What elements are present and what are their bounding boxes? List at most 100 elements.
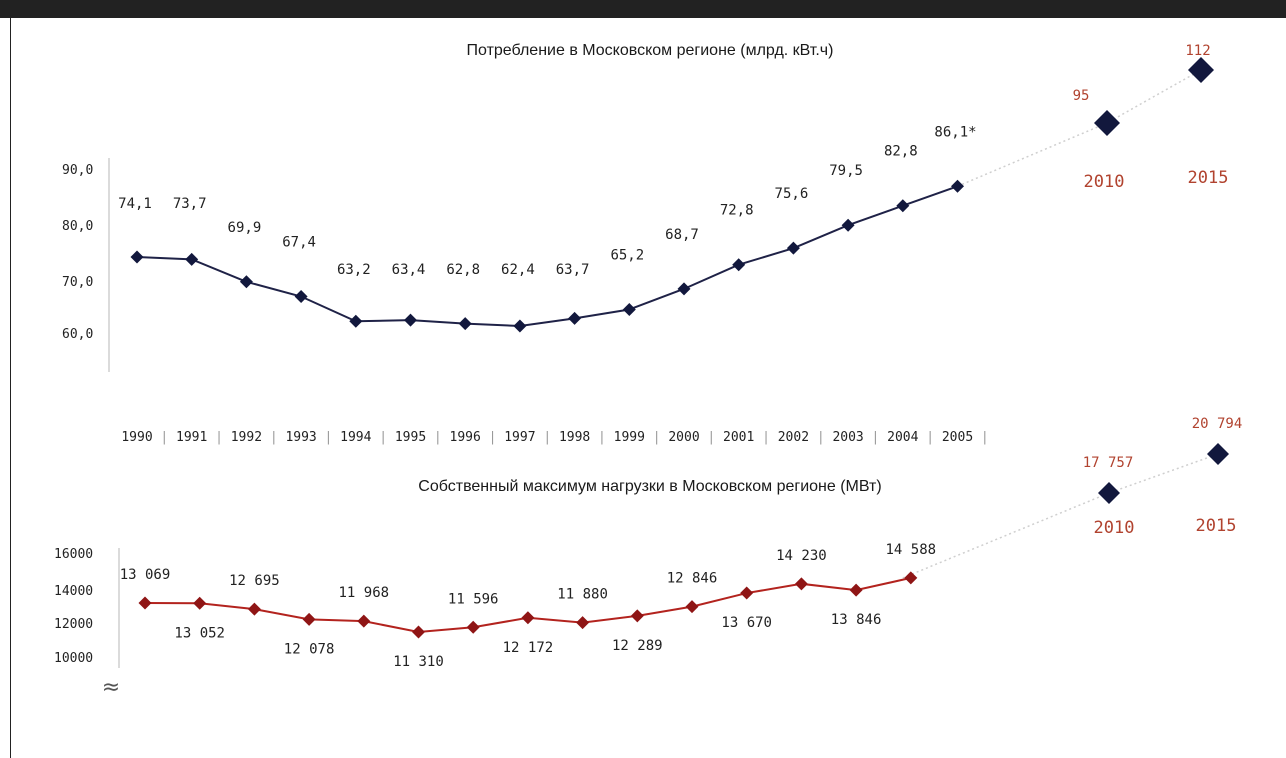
data-point-marker <box>193 596 207 610</box>
x-tick-separator: | <box>872 430 880 445</box>
y-tick-label: 90,0 <box>62 163 93 178</box>
data-value-label: 11 310 <box>393 654 444 670</box>
x-tick-label: 2001 <box>723 430 754 445</box>
data-point-marker <box>239 275 253 289</box>
x-tick-separator: | <box>598 430 606 445</box>
data-point-marker <box>794 577 808 591</box>
data-value-label: 11 880 <box>557 587 608 603</box>
x-tick-separator: | <box>489 430 497 445</box>
data-value-label: 62,4 <box>501 262 535 278</box>
data-point-marker <box>357 614 371 628</box>
x-tick-label: 1995 <box>395 430 426 445</box>
data-point-marker <box>630 609 644 623</box>
data-point-marker <box>138 596 152 610</box>
forecast-point-marker <box>1207 443 1229 465</box>
x-tick-separator: | <box>215 430 223 445</box>
y-tick-label: 10000 <box>54 651 93 666</box>
consumption-series: 74,1 73,7 69,9 67,4 63,2 63,4 62,8 62,4 63,7 65,2… <box>118 43 1228 333</box>
data-value-label: 63,4 <box>392 262 426 278</box>
x-tick-label: 1992 <box>231 430 262 445</box>
axis-break-icon: ≈ <box>102 675 120 700</box>
y-tick-label: 70,0 <box>62 275 93 290</box>
forecast-year-label: 2010 <box>1084 172 1125 192</box>
x-tick-separator: | <box>160 430 168 445</box>
data-point-marker <box>247 602 261 616</box>
data-value-label: 11 596 <box>448 591 499 607</box>
x-tick-label: 1999 <box>614 430 645 445</box>
data-point-marker <box>622 302 636 316</box>
data-value-label: 65,2 <box>610 247 644 263</box>
data-point-marker <box>904 571 918 585</box>
data-point-marker <box>521 611 535 625</box>
data-value-label: 74,1 <box>118 196 152 212</box>
data-point-marker <box>786 241 800 255</box>
data-point-marker <box>576 616 590 630</box>
data-value-label: 68,7 <box>665 227 699 243</box>
x-tick-label: 2002 <box>778 430 809 445</box>
top-bar <box>0 0 1286 18</box>
x-tick-separator: | <box>270 430 278 445</box>
data-value-label: 12 695 <box>229 573 280 589</box>
data-point-marker <box>732 258 746 272</box>
peak-load-series: 13 069 13 052 12 695 12 078 11 968 11 310 11 5… <box>120 416 1243 670</box>
chart-title-peak-load: Собственный максимум нагрузки в Московск… <box>418 478 881 495</box>
consumption-line <box>136 185 958 328</box>
x-tick-label: 1990 <box>121 430 152 445</box>
data-value-label: 12 078 <box>284 641 335 657</box>
data-point-marker <box>466 620 480 634</box>
forecast-point-marker <box>1098 482 1120 504</box>
data-point-marker <box>302 612 316 626</box>
data-value-label: 82,8 <box>884 144 918 160</box>
forecast-year-label: 2015 <box>1196 516 1237 536</box>
data-point-marker <box>841 218 855 232</box>
data-point-marker <box>951 179 964 193</box>
data-value-label: 12 846 <box>667 571 718 587</box>
y-tick-label: 80,0 <box>62 219 93 234</box>
x-tick-label: 1993 <box>285 430 316 445</box>
y-tick-label: 12000 <box>54 617 93 632</box>
data-value-label: 72,8 <box>720 203 754 219</box>
data-point-marker <box>568 311 582 325</box>
data-value-label: 14 588 <box>886 542 937 558</box>
x-tick-separator: | <box>325 430 333 445</box>
x-tick-label: 1991 <box>176 430 207 445</box>
data-value-label: 86,1* <box>934 124 976 140</box>
x-axis-year-labels: 1990 | 1991 | 1992 | 1993 | 1994 | 1995 | 1996 | 1997 |… <box>121 430 988 445</box>
x-tick-label: 2005 <box>942 430 973 445</box>
forecast-point-marker <box>1188 57 1214 83</box>
forecast-year-label: 2015 <box>1188 168 1229 188</box>
x-tick-separator: | <box>926 430 934 445</box>
x-tick-separator: | <box>817 430 825 445</box>
data-point-marker <box>685 600 699 614</box>
chart-title-consumption: Потребление в Московском регионе (млрд. … <box>467 42 834 59</box>
data-value-label: 79,5 <box>829 163 863 179</box>
data-point-marker <box>185 252 199 266</box>
data-value-label: 13 846 <box>831 612 882 628</box>
data-value-label: 14 230 <box>776 548 827 564</box>
x-tick-separator: | <box>762 430 770 445</box>
x-tick-label: 1994 <box>340 430 371 445</box>
x-tick-separator: | <box>543 430 551 445</box>
data-value-label: 62,8 <box>446 262 480 278</box>
data-value-label: 73,7 <box>173 196 207 212</box>
data-value-label: 63,7 <box>556 262 590 278</box>
x-tick-label: 1996 <box>450 430 481 445</box>
data-point-marker <box>458 317 472 331</box>
forecast-year-label: 2010 <box>1094 518 1135 538</box>
y-tick-label: 16000 <box>54 547 93 562</box>
data-point-marker <box>294 290 308 304</box>
data-point-marker <box>677 282 691 296</box>
forecast-point-marker <box>1094 110 1120 136</box>
x-tick-separator: | <box>434 430 442 445</box>
forecast-value-label: 20 794 <box>1192 416 1243 432</box>
x-tick-separator: | <box>707 430 715 445</box>
data-point-marker <box>404 313 417 327</box>
x-tick-label: 2003 <box>832 430 863 445</box>
data-point-marker <box>412 625 425 639</box>
x-tick-label: 1997 <box>504 430 535 445</box>
forecast-value-label: 95 <box>1073 88 1090 104</box>
data-point-marker <box>130 250 144 264</box>
x-tick-separator: | <box>653 430 661 445</box>
